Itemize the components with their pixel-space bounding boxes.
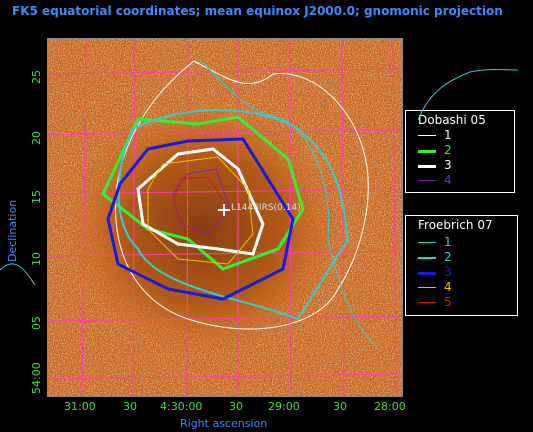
x-tick-label: 28:00 xyxy=(374,400,406,413)
legend-swatch xyxy=(418,180,436,181)
legend-item[interactable]: 3 xyxy=(418,158,518,172)
x-tick-label: 31:00 xyxy=(64,400,96,413)
legend-swatch xyxy=(418,272,436,275)
legend-title: Dobashi 05 xyxy=(418,113,486,127)
map-title: FK5 equatorial coordinates; mean equinox… xyxy=(12,4,503,18)
x-tick-label: 29:00 xyxy=(268,400,300,413)
legend-label: 2 xyxy=(444,143,452,157)
legend-label: 4 xyxy=(444,280,452,294)
legend-swatch xyxy=(418,150,436,153)
legend-label: 3 xyxy=(444,265,452,279)
froebrich-contour-1 xyxy=(197,58,379,350)
legend-dobashi: Dobashi 05 1 2 3 4 xyxy=(405,110,515,193)
legend-swatch xyxy=(418,165,436,168)
legend-swatch xyxy=(418,135,436,136)
legend-item[interactable]: 4 xyxy=(418,280,518,294)
legend-label: 3 xyxy=(444,158,452,172)
dobashi-contour-4 xyxy=(172,168,231,235)
x-axis-label: Right ascension xyxy=(180,417,268,430)
legend-label: 1 xyxy=(444,235,452,249)
legend-swatch xyxy=(418,287,436,288)
legend-swatch xyxy=(418,257,436,259)
x-tick-label: 30 xyxy=(123,400,137,413)
dark-cloud xyxy=(68,89,368,369)
froebrich-contour-3 xyxy=(106,137,295,301)
dobashi-contour-3 xyxy=(136,147,265,256)
froebrich-contour-5 xyxy=(172,176,227,232)
source-marker[interactable] xyxy=(218,204,230,216)
legend-swatch xyxy=(418,242,436,243)
legend-froebrich: Froebrich 07 1 2 3 4 5 xyxy=(405,215,518,316)
legend-item[interactable]: 1 xyxy=(418,235,518,249)
legend-item[interactable]: 1 xyxy=(418,128,518,142)
sky-overlay xyxy=(48,39,402,396)
legend-label: 5 xyxy=(444,295,452,309)
legend-swatch xyxy=(418,302,436,303)
legend-item[interactable]: 2 xyxy=(418,143,518,157)
legend-item[interactable]: 5 xyxy=(418,295,518,309)
x-tick-label: 4:30:00 xyxy=(160,400,203,413)
source-label: L1448IRS(0.14) xyxy=(231,203,301,213)
froebrich-contour-4 xyxy=(147,156,254,265)
x-tick-label: 30 xyxy=(229,400,243,413)
froebrich-contour-2 xyxy=(117,109,350,321)
dobashi-contour-2 xyxy=(101,115,305,271)
legend-item[interactable]: 3 xyxy=(418,265,518,279)
x-tick-label: 30 xyxy=(333,400,347,413)
legend-item[interactable]: 2 xyxy=(418,250,518,264)
legend-label: 4 xyxy=(444,173,452,187)
dobashi-contour-1 xyxy=(115,60,369,330)
legend-label: 1 xyxy=(444,128,452,142)
legend-label: 2 xyxy=(444,250,452,264)
legend-item[interactable]: 4 xyxy=(418,173,518,187)
sky-image-panel[interactable]: L1448IRS(0.14) xyxy=(47,38,403,397)
coordinate-grid xyxy=(48,39,402,396)
legend-title: Froebrich 07 xyxy=(418,218,493,232)
